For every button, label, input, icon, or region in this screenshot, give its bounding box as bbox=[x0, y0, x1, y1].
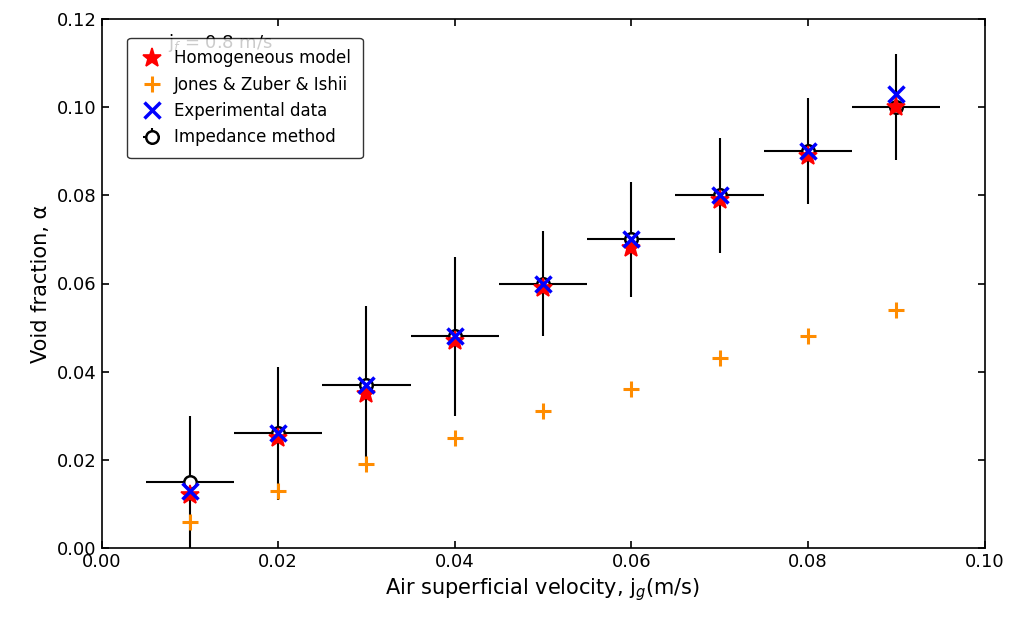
Homogeneous model bbox=[449, 337, 461, 345]
Experimental data bbox=[714, 192, 726, 199]
Experimental data bbox=[625, 236, 637, 243]
Jones & Zuber & Ishii bbox=[449, 434, 461, 442]
Jones & Zuber & Ishii bbox=[802, 333, 814, 340]
Line: Jones & Zuber & Ishii: Jones & Zuber & Ishii bbox=[182, 302, 904, 529]
Homogeneous model bbox=[714, 196, 726, 203]
X-axis label: Air superficial velocity, j$_g$(m/s): Air superficial velocity, j$_g$(m/s) bbox=[386, 576, 700, 604]
Jones & Zuber & Ishii bbox=[272, 487, 284, 495]
Homogeneous model bbox=[184, 491, 196, 499]
Experimental data bbox=[184, 487, 196, 495]
Jones & Zuber & Ishii bbox=[625, 386, 637, 393]
Homogeneous model bbox=[802, 152, 814, 159]
Jones & Zuber & Ishii bbox=[714, 355, 726, 362]
Legend: Homogeneous model, Jones & Zuber & Ishii, Experimental data, Impedance method: Homogeneous model, Jones & Zuber & Ishii… bbox=[128, 38, 362, 158]
Y-axis label: Void fraction, α: Void fraction, α bbox=[31, 204, 51, 363]
Experimental data bbox=[537, 280, 549, 287]
Experimental data bbox=[272, 430, 284, 437]
Homogeneous model bbox=[360, 390, 373, 398]
Jones & Zuber & Ishii bbox=[890, 306, 902, 314]
Experimental data bbox=[360, 381, 373, 389]
Homogeneous model bbox=[625, 244, 637, 252]
Homogeneous model bbox=[537, 284, 549, 292]
Line: Experimental data: Experimental data bbox=[182, 86, 904, 498]
Homogeneous model bbox=[890, 103, 902, 111]
Jones & Zuber & Ishii bbox=[184, 518, 196, 525]
Text: j$_f$ = 0.8 m/s: j$_f$ = 0.8 m/s bbox=[167, 32, 272, 54]
Line: Homogeneous model: Homogeneous model bbox=[180, 98, 906, 505]
Jones & Zuber & Ishii bbox=[360, 461, 373, 468]
Jones & Zuber & Ishii bbox=[537, 408, 549, 415]
Experimental data bbox=[890, 90, 902, 98]
Experimental data bbox=[449, 333, 461, 340]
Experimental data bbox=[802, 147, 814, 155]
Homogeneous model bbox=[272, 434, 284, 442]
